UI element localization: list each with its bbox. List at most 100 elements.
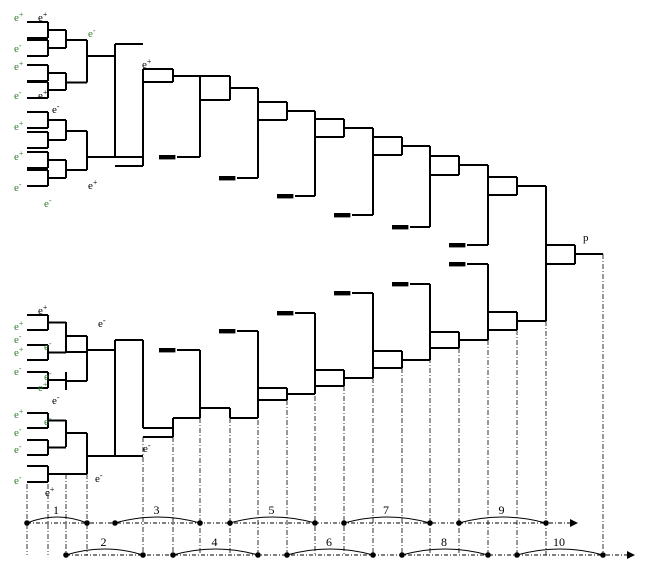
ellipsis-dot	[342, 213, 347, 218]
electron-label: e-	[44, 339, 52, 353]
electron-label: e-	[14, 332, 22, 346]
ellipsis-dot	[453, 262, 458, 267]
axis-node	[514, 552, 520, 558]
ellipsis-dot	[457, 243, 462, 248]
axis-node	[197, 520, 203, 526]
axis-node	[312, 520, 318, 526]
timeline-axes: 1 3 5 7 9 2 4 6 8 10	[24, 503, 635, 559]
stage-arc	[172, 548, 259, 556]
ellipsis-dot	[342, 291, 347, 296]
ellipsis-dot	[461, 262, 466, 267]
positron-label: e+	[38, 10, 48, 24]
ellipsis-dot	[277, 194, 282, 199]
ellipsis-dot	[289, 194, 294, 199]
ellipsis-dot	[346, 213, 351, 218]
axis-node	[341, 520, 347, 526]
ellipsis-dot	[400, 225, 405, 230]
stage-arc	[65, 548, 144, 556]
electron-label: e-	[52, 393, 60, 407]
ellipsis-dot	[453, 243, 458, 248]
stage-number: 5	[269, 503, 275, 517]
ellipsis-dot	[223, 176, 228, 181]
electron-label: e-	[88, 26, 96, 40]
ellipsis-dot	[346, 291, 351, 296]
axis-node	[227, 520, 233, 526]
ellipsis-dot	[404, 282, 409, 287]
stage-number: 9	[499, 503, 505, 517]
electron-label: e-	[14, 41, 22, 55]
positron-label: e+	[14, 59, 24, 73]
ellipsis-dot	[396, 225, 401, 230]
electron-label: e-	[44, 196, 52, 210]
ellipsis-dot	[231, 176, 236, 181]
ellipsis-dot	[159, 348, 164, 353]
ellipsis-dot	[338, 213, 343, 218]
axis-node	[24, 520, 30, 526]
dotted-guides	[26, 254, 604, 555]
electron-label: e-	[14, 88, 22, 102]
axis-node	[485, 552, 491, 558]
ellipsis-dot	[171, 348, 176, 353]
ellipsis-dot	[163, 155, 168, 160]
electron-label: e-	[14, 425, 22, 439]
positron-label: e+	[14, 319, 24, 333]
stage-arc	[114, 516, 201, 524]
ellipsis-dot	[289, 311, 294, 316]
ellipsis-dot	[392, 282, 397, 287]
ellipsis-dot	[167, 348, 172, 353]
positron-label: e+	[142, 57, 152, 71]
ellipsis-dot	[461, 243, 466, 248]
ellipsis-dot	[396, 282, 401, 287]
positron-label: e+	[88, 178, 98, 192]
axis-node	[456, 520, 462, 526]
ellipsis-dot	[449, 262, 454, 267]
axis-node	[63, 552, 69, 558]
positron-label: e+	[14, 345, 24, 359]
stage-arc	[26, 516, 88, 524]
ellipsis-dot	[223, 329, 228, 334]
positron-label: e+	[14, 119, 24, 133]
ellipsis-dot	[167, 155, 172, 160]
electron-label: e-	[14, 473, 22, 487]
positron-label: e+	[14, 149, 24, 163]
axis-node	[255, 552, 261, 558]
ellipsis-dot	[338, 291, 343, 296]
axis-node	[427, 520, 433, 526]
positron-label: e+	[14, 407, 24, 421]
stage-arc	[343, 516, 431, 524]
axis-node	[600, 552, 606, 558]
ellipsis-dot	[227, 176, 232, 181]
electron-label: e-	[44, 414, 52, 428]
stage-arc	[286, 548, 374, 556]
stage-number: 8	[441, 535, 447, 549]
electron-label: e-	[52, 102, 60, 116]
ellipsis-dot	[281, 194, 286, 199]
stage-arc	[229, 516, 316, 524]
tree-lines	[27, 21, 603, 483]
electron-label: e-	[98, 316, 106, 330]
ellipsis-dot	[334, 291, 339, 296]
stage-number: 3	[154, 503, 160, 517]
ellipsis-dot	[219, 176, 224, 181]
ellipsis-dot	[227, 329, 232, 334]
positron-label: e+	[38, 303, 48, 317]
axis-node	[140, 552, 146, 558]
ellipsis-dot	[457, 262, 462, 267]
stage-number: 2	[101, 535, 107, 549]
stage-arc	[458, 516, 547, 524]
axis-node	[170, 552, 176, 558]
electron-label: e-	[14, 364, 22, 378]
stage-number: 1	[53, 503, 59, 517]
ellipsis-dot	[404, 225, 409, 230]
stage-arc	[401, 548, 489, 556]
axis-node	[399, 552, 405, 558]
electron-label: e-	[95, 471, 103, 485]
ellipsis-dot	[277, 311, 282, 316]
ellipsis-dot	[231, 329, 236, 334]
stage-number: 7	[383, 503, 389, 517]
stage-number: 10	[553, 535, 565, 549]
axis-node	[543, 520, 549, 526]
electron-label: e-	[143, 441, 151, 455]
ellipsis-dot	[334, 213, 339, 218]
